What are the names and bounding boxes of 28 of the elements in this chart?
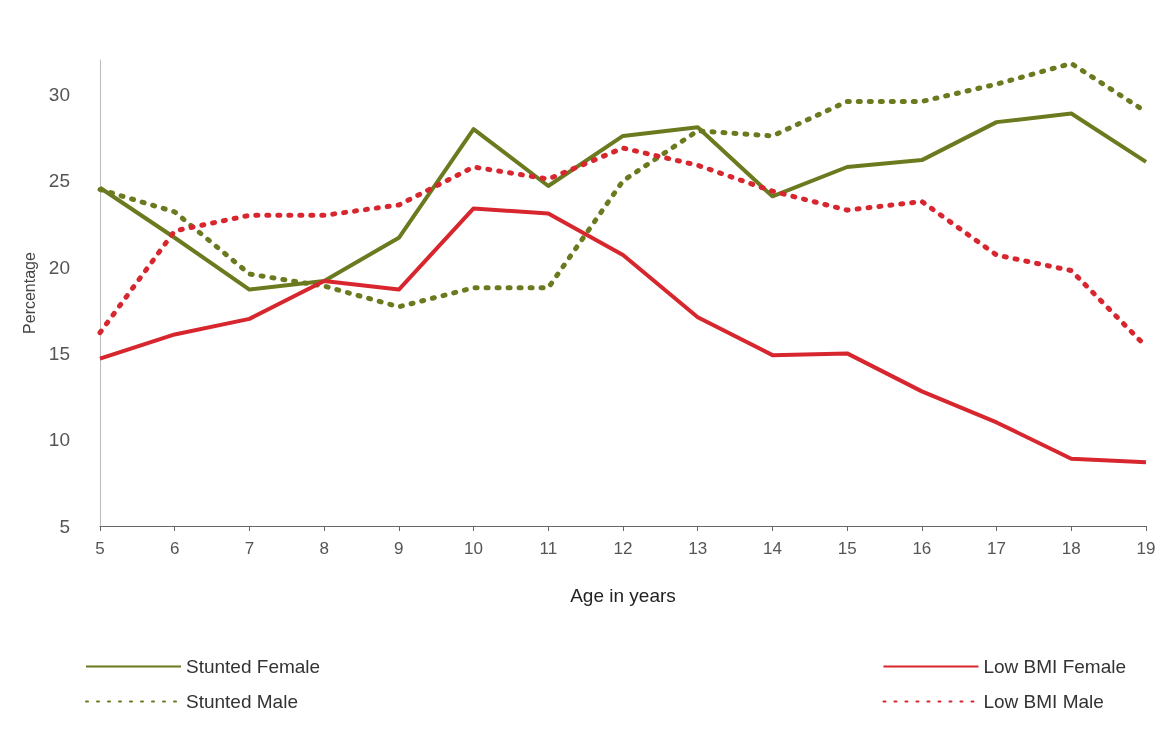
x-tick-label: 15 bbox=[837, 539, 857, 558]
legend-label: Low BMI Male bbox=[983, 691, 1104, 712]
x-tick-label: 12 bbox=[613, 539, 633, 558]
x-tick-label: 13 bbox=[688, 539, 708, 558]
legend-label: Stunted Female bbox=[186, 656, 321, 677]
y-tick-label: 30 bbox=[48, 84, 70, 106]
y-tick-label: 25 bbox=[48, 170, 70, 192]
x-tick-label: 5 bbox=[95, 539, 105, 558]
x-tick-label: 16 bbox=[912, 539, 932, 558]
x-tick-label: 6 bbox=[169, 539, 180, 558]
x-tick-label: 7 bbox=[244, 539, 255, 558]
x-tick-label: 9 bbox=[394, 539, 404, 558]
x-tick-label: 17 bbox=[987, 539, 1007, 558]
legend-label: Stunted Male bbox=[186, 691, 298, 712]
line-series bbox=[98, 206, 1148, 465]
x-tick-label: 18 bbox=[1061, 539, 1081, 558]
legend-label: Low BMI Female bbox=[983, 656, 1126, 677]
y-tick-label: 15 bbox=[48, 342, 70, 364]
x-axis-title: Age in years bbox=[570, 585, 676, 606]
y-tick-label: 20 bbox=[48, 256, 70, 278]
y-axis-title: Percentage bbox=[21, 251, 39, 334]
y-tick-label: 5 bbox=[59, 515, 70, 537]
x-tick-label: 8 bbox=[319, 539, 329, 558]
x-tick-label: 19 bbox=[1136, 539, 1156, 558]
x-tick-label: 11 bbox=[539, 539, 558, 558]
x-tick-label: 10 bbox=[464, 539, 484, 558]
y-tick-label: 10 bbox=[48, 429, 70, 451]
x-tick-label: 14 bbox=[762, 539, 782, 558]
